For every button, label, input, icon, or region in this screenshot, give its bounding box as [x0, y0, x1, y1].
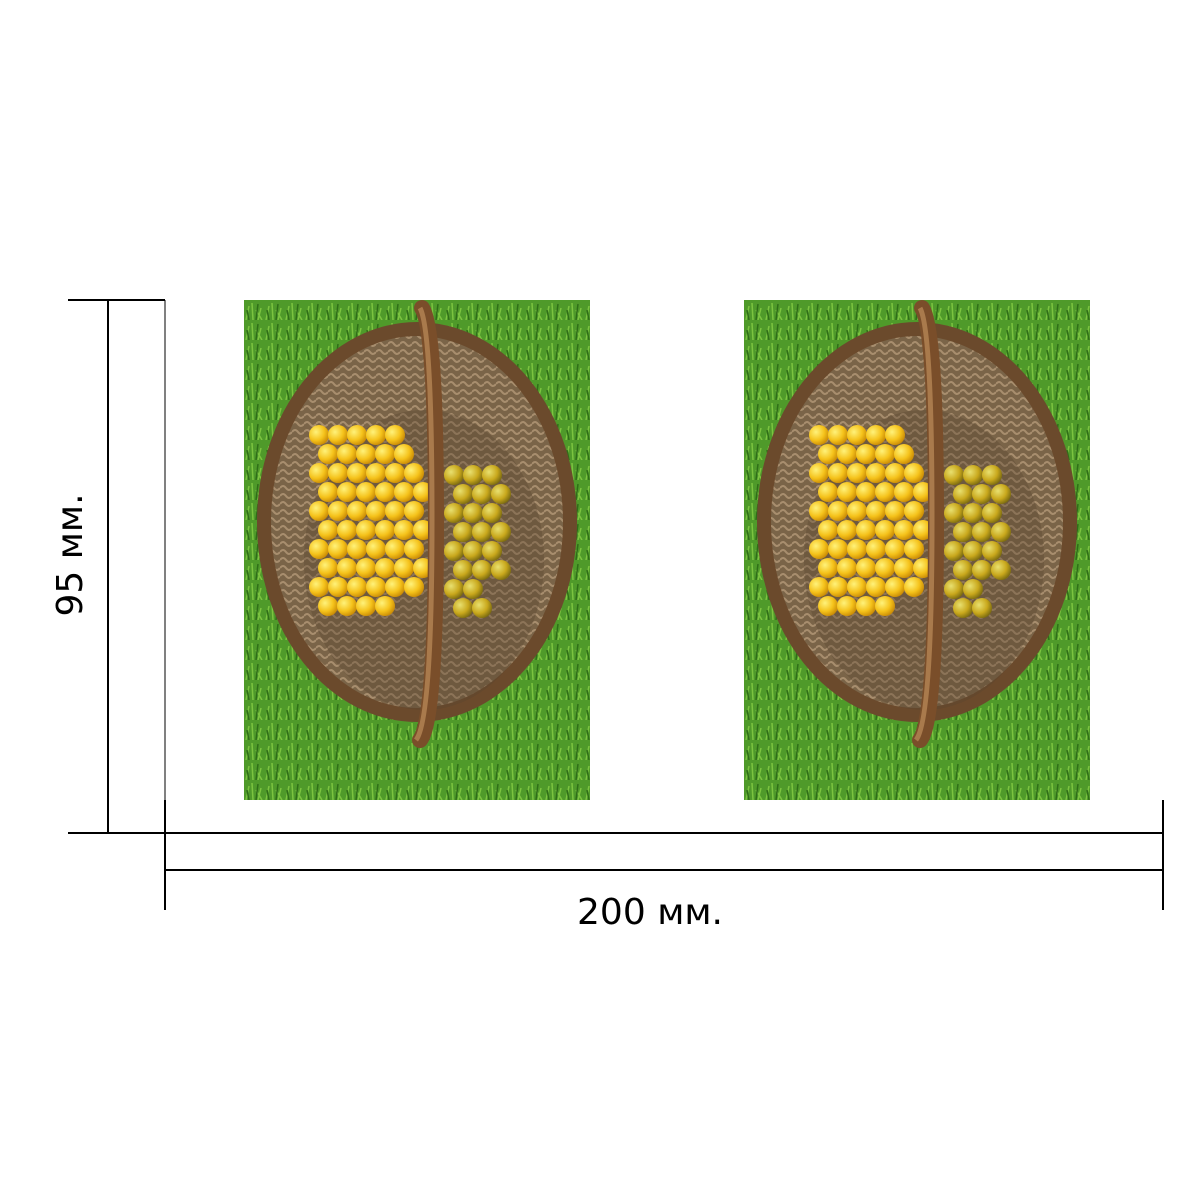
- width-label: 200 мм.: [577, 892, 723, 933]
- product-photo-left: [244, 300, 590, 800]
- height-label: 95 мм.: [50, 493, 91, 616]
- product-photo-right: [744, 300, 1090, 800]
